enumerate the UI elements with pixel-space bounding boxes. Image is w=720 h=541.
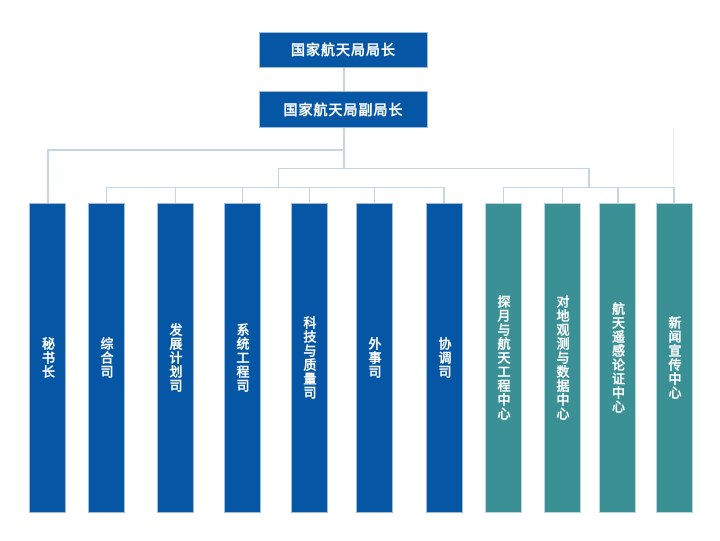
connector-line (503, 186, 674, 188)
deputy-node-label: 国家航天局副局长 (283, 103, 404, 119)
center-bar-label: 探月与航天工程中心 (495, 295, 511, 421)
center-bar: 对地观测与数据中心 (543, 203, 581, 513)
connector-line (105, 186, 107, 204)
center-bar: 航天遥感论证中心 (599, 203, 636, 513)
department-bar-label: 综合司 (98, 337, 114, 379)
department-bar: 科技与质量司 (290, 203, 328, 513)
connector-line (241, 186, 243, 204)
connector-line (373, 186, 375, 204)
connector-line (277, 167, 279, 188)
connector-line (343, 68, 345, 91)
department-bar-label: 系统工程司 (234, 323, 250, 393)
connector-line (277, 167, 590, 169)
center-bar: 新闻宣传中心 (655, 203, 693, 513)
deputy-node-box: 国家航天局副局长 (259, 91, 428, 128)
connector-line (106, 186, 444, 188)
root-node-box: 国家航天局局长 (259, 32, 428, 68)
department-bar: 发展计划司 (156, 203, 194, 513)
department-bar-label: 协调司 (436, 337, 452, 379)
department-bar: 外事司 (355, 203, 393, 513)
connector-line (561, 186, 563, 204)
department-bar: 系统工程司 (223, 203, 261, 513)
department-bar-label: 科技与质量司 (301, 316, 317, 400)
center-bar-label: 航天遥感论证中心 (610, 302, 625, 414)
connector-line (47, 149, 49, 204)
department-bar-label: 发展计划司 (167, 323, 183, 393)
faint-artifact-line (672, 128, 674, 185)
connector-line (174, 186, 176, 204)
department-bar: 综合司 (87, 203, 125, 513)
department-bar: 秘书长 (29, 203, 66, 513)
connector-line (673, 186, 675, 204)
root-node-label: 国家航天局局长 (291, 44, 396, 59)
department-bar: 协调司 (425, 203, 463, 513)
center-bar: 探月与航天工程中心 (484, 203, 522, 513)
connector-line (343, 128, 345, 169)
center-bar-label: 对地观测与数据中心 (554, 295, 570, 421)
connector-line (502, 186, 504, 204)
connector-line (588, 167, 590, 188)
connector-line (308, 186, 310, 204)
center-bar-label: 新闻宣传中心 (666, 316, 682, 400)
connector-line (617, 186, 619, 204)
connector-line (47, 149, 344, 151)
department-bar-label: 秘书长 (40, 337, 55, 379)
connector-line (443, 186, 445, 204)
department-bar-label: 外事司 (366, 337, 382, 379)
